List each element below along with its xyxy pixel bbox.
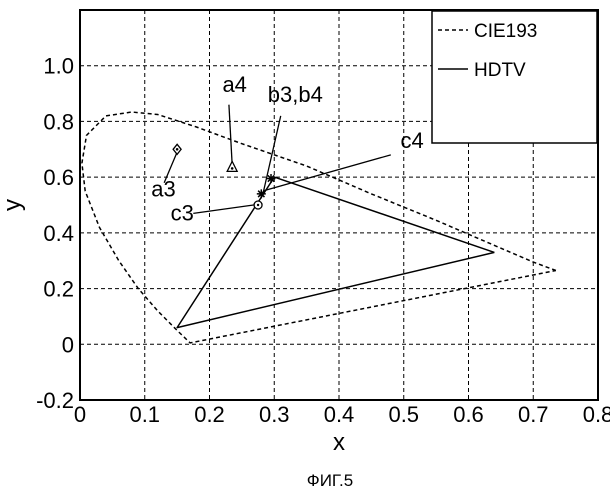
marker-a4 bbox=[227, 161, 237, 171]
x-axis-label: x bbox=[333, 429, 345, 456]
y-tick-label: 0.6 bbox=[43, 165, 74, 190]
x-tick-label: 0.2 bbox=[194, 402, 225, 427]
annotation-leader-c3 bbox=[193, 205, 253, 213]
y-tick-label: -0.2 bbox=[36, 388, 74, 413]
x-tick-label: 0.5 bbox=[388, 402, 419, 427]
annotation-label-c3: c3 bbox=[171, 200, 194, 225]
series-hdtv-line bbox=[177, 177, 494, 328]
marker-b3-b4 bbox=[267, 174, 276, 183]
x-tick-label: 0.8 bbox=[583, 402, 610, 427]
series-cie193-line bbox=[82, 112, 556, 343]
annotation-label-c4: c4 bbox=[401, 128, 424, 153]
y-tick-label: 0.2 bbox=[43, 277, 74, 302]
marker-c3-dot bbox=[257, 204, 259, 206]
x-tick-label: 0 bbox=[74, 402, 86, 427]
plot-series bbox=[82, 112, 556, 343]
annotation-label-b3-b4: b3,b4 bbox=[268, 82, 323, 107]
y-tick-label: 0.4 bbox=[43, 221, 74, 246]
y-tick-label: 1.0 bbox=[43, 54, 74, 79]
annotation-leader-c4 bbox=[265, 155, 391, 191]
annotation-label-a4: a4 bbox=[222, 72, 246, 97]
annotation-leader-a4 bbox=[229, 105, 232, 165]
x-tick-label: 0.1 bbox=[129, 402, 160, 427]
marker-a4-shape bbox=[227, 161, 237, 171]
legend-label-cie193: CIE193 bbox=[474, 21, 537, 42]
annotation-label-a3: a3 bbox=[151, 177, 175, 202]
legend: CIE193 HDTV bbox=[432, 11, 597, 143]
legend-label-hdtv: HDTV bbox=[474, 60, 526, 81]
y-tick-label: 0.8 bbox=[43, 109, 74, 134]
x-tick-label: 0.7 bbox=[518, 402, 549, 427]
annotations: a4 b3,b4 c4 a3c3 bbox=[151, 72, 424, 225]
x-tick-label: 0.4 bbox=[324, 402, 355, 427]
y-tick-label: 0 bbox=[62, 332, 74, 357]
marker-c3 bbox=[254, 201, 262, 209]
marker-c4 bbox=[257, 189, 266, 198]
y-axis-label: y bbox=[0, 199, 26, 211]
x-tick-label: 0.6 bbox=[453, 402, 484, 427]
marker-a4-dot bbox=[231, 167, 234, 170]
marker-a3 bbox=[173, 144, 181, 154]
figure-caption: ФИГ.5 bbox=[307, 471, 353, 490]
marker-a3-dot bbox=[176, 148, 179, 151]
x-tick-label: 0.3 bbox=[259, 402, 290, 427]
